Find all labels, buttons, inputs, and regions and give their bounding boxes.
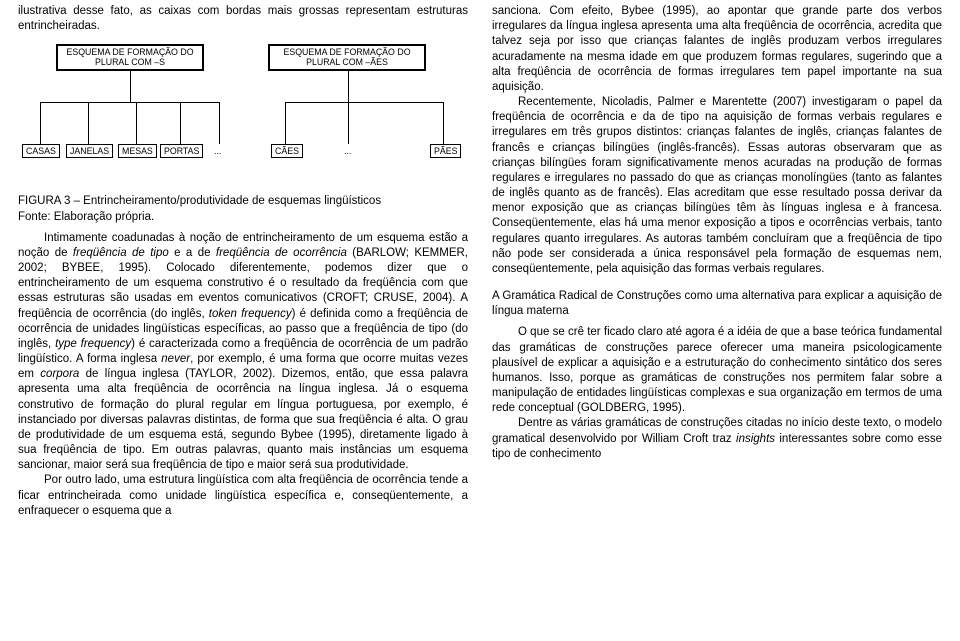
diagram-leaf: CÃES (271, 144, 303, 158)
diagram-line (136, 102, 137, 144)
diagram-line (180, 102, 181, 144)
diagram-leaf: PORTAS (160, 144, 203, 158)
diagram-leaf: MESAS (118, 144, 157, 158)
diagram-line (88, 102, 89, 144)
figure-caption-1: FIGURA 3 – Entrincheiramento/produtivida… (18, 194, 468, 209)
left-intro: ilustrativa desse fato, as caixas com bo… (18, 4, 468, 34)
diagram-line (285, 102, 443, 103)
diagram-top-left: ESQUEMA DE FORMAÇÃO DO PLURAL COM –S (56, 44, 204, 70)
figure-caption-2: Fonte: Elaboração própria. (18, 210, 468, 225)
right-para-4: Dentre as várias gramáticas de construçõ… (492, 416, 942, 462)
diagram-ellipsis: ... (214, 146, 221, 158)
diagram-line (443, 102, 444, 144)
left-column: ilustrativa desse fato, as caixas com bo… (18, 4, 468, 631)
diagram-line (130, 70, 131, 102)
right-para-3: O que se crê ter ficado claro até agora … (492, 325, 942, 416)
section-heading: A Gramática Radical de Construções como … (492, 289, 942, 319)
diagram-leaf: CASAS (22, 144, 60, 158)
diagram-line (40, 102, 41, 144)
right-para-2: Recentemente, Nicoladis, Palmer e Marent… (492, 95, 942, 277)
diagram-schema: ESQUEMA DE FORMAÇÃO DO PLURAL COM –S ESQ… (18, 40, 468, 188)
right-para-1: sanciona. Com efeito, Bybee (1995), ao a… (492, 4, 942, 95)
diagram-line (285, 102, 286, 144)
left-para-1: Intimamente coadunadas à noção de entrin… (18, 231, 468, 474)
right-column: sanciona. Com efeito, Bybee (1995), ao a… (492, 4, 942, 631)
left-para-2: Por outro lado, uma estrutura lingüístic… (18, 473, 468, 519)
diagram-ellipsis: ... (344, 146, 351, 158)
diagram-line (348, 102, 349, 144)
diagram-leaf: JANELAS (66, 144, 113, 158)
diagram-leaf: PÃES (430, 144, 461, 158)
diagram-top-right: ESQUEMA DE FORMAÇÃO DO PLURAL COM –ÃES (268, 44, 426, 70)
diagram-line (40, 102, 220, 103)
diagram-line (219, 102, 220, 144)
diagram-line (348, 70, 349, 102)
